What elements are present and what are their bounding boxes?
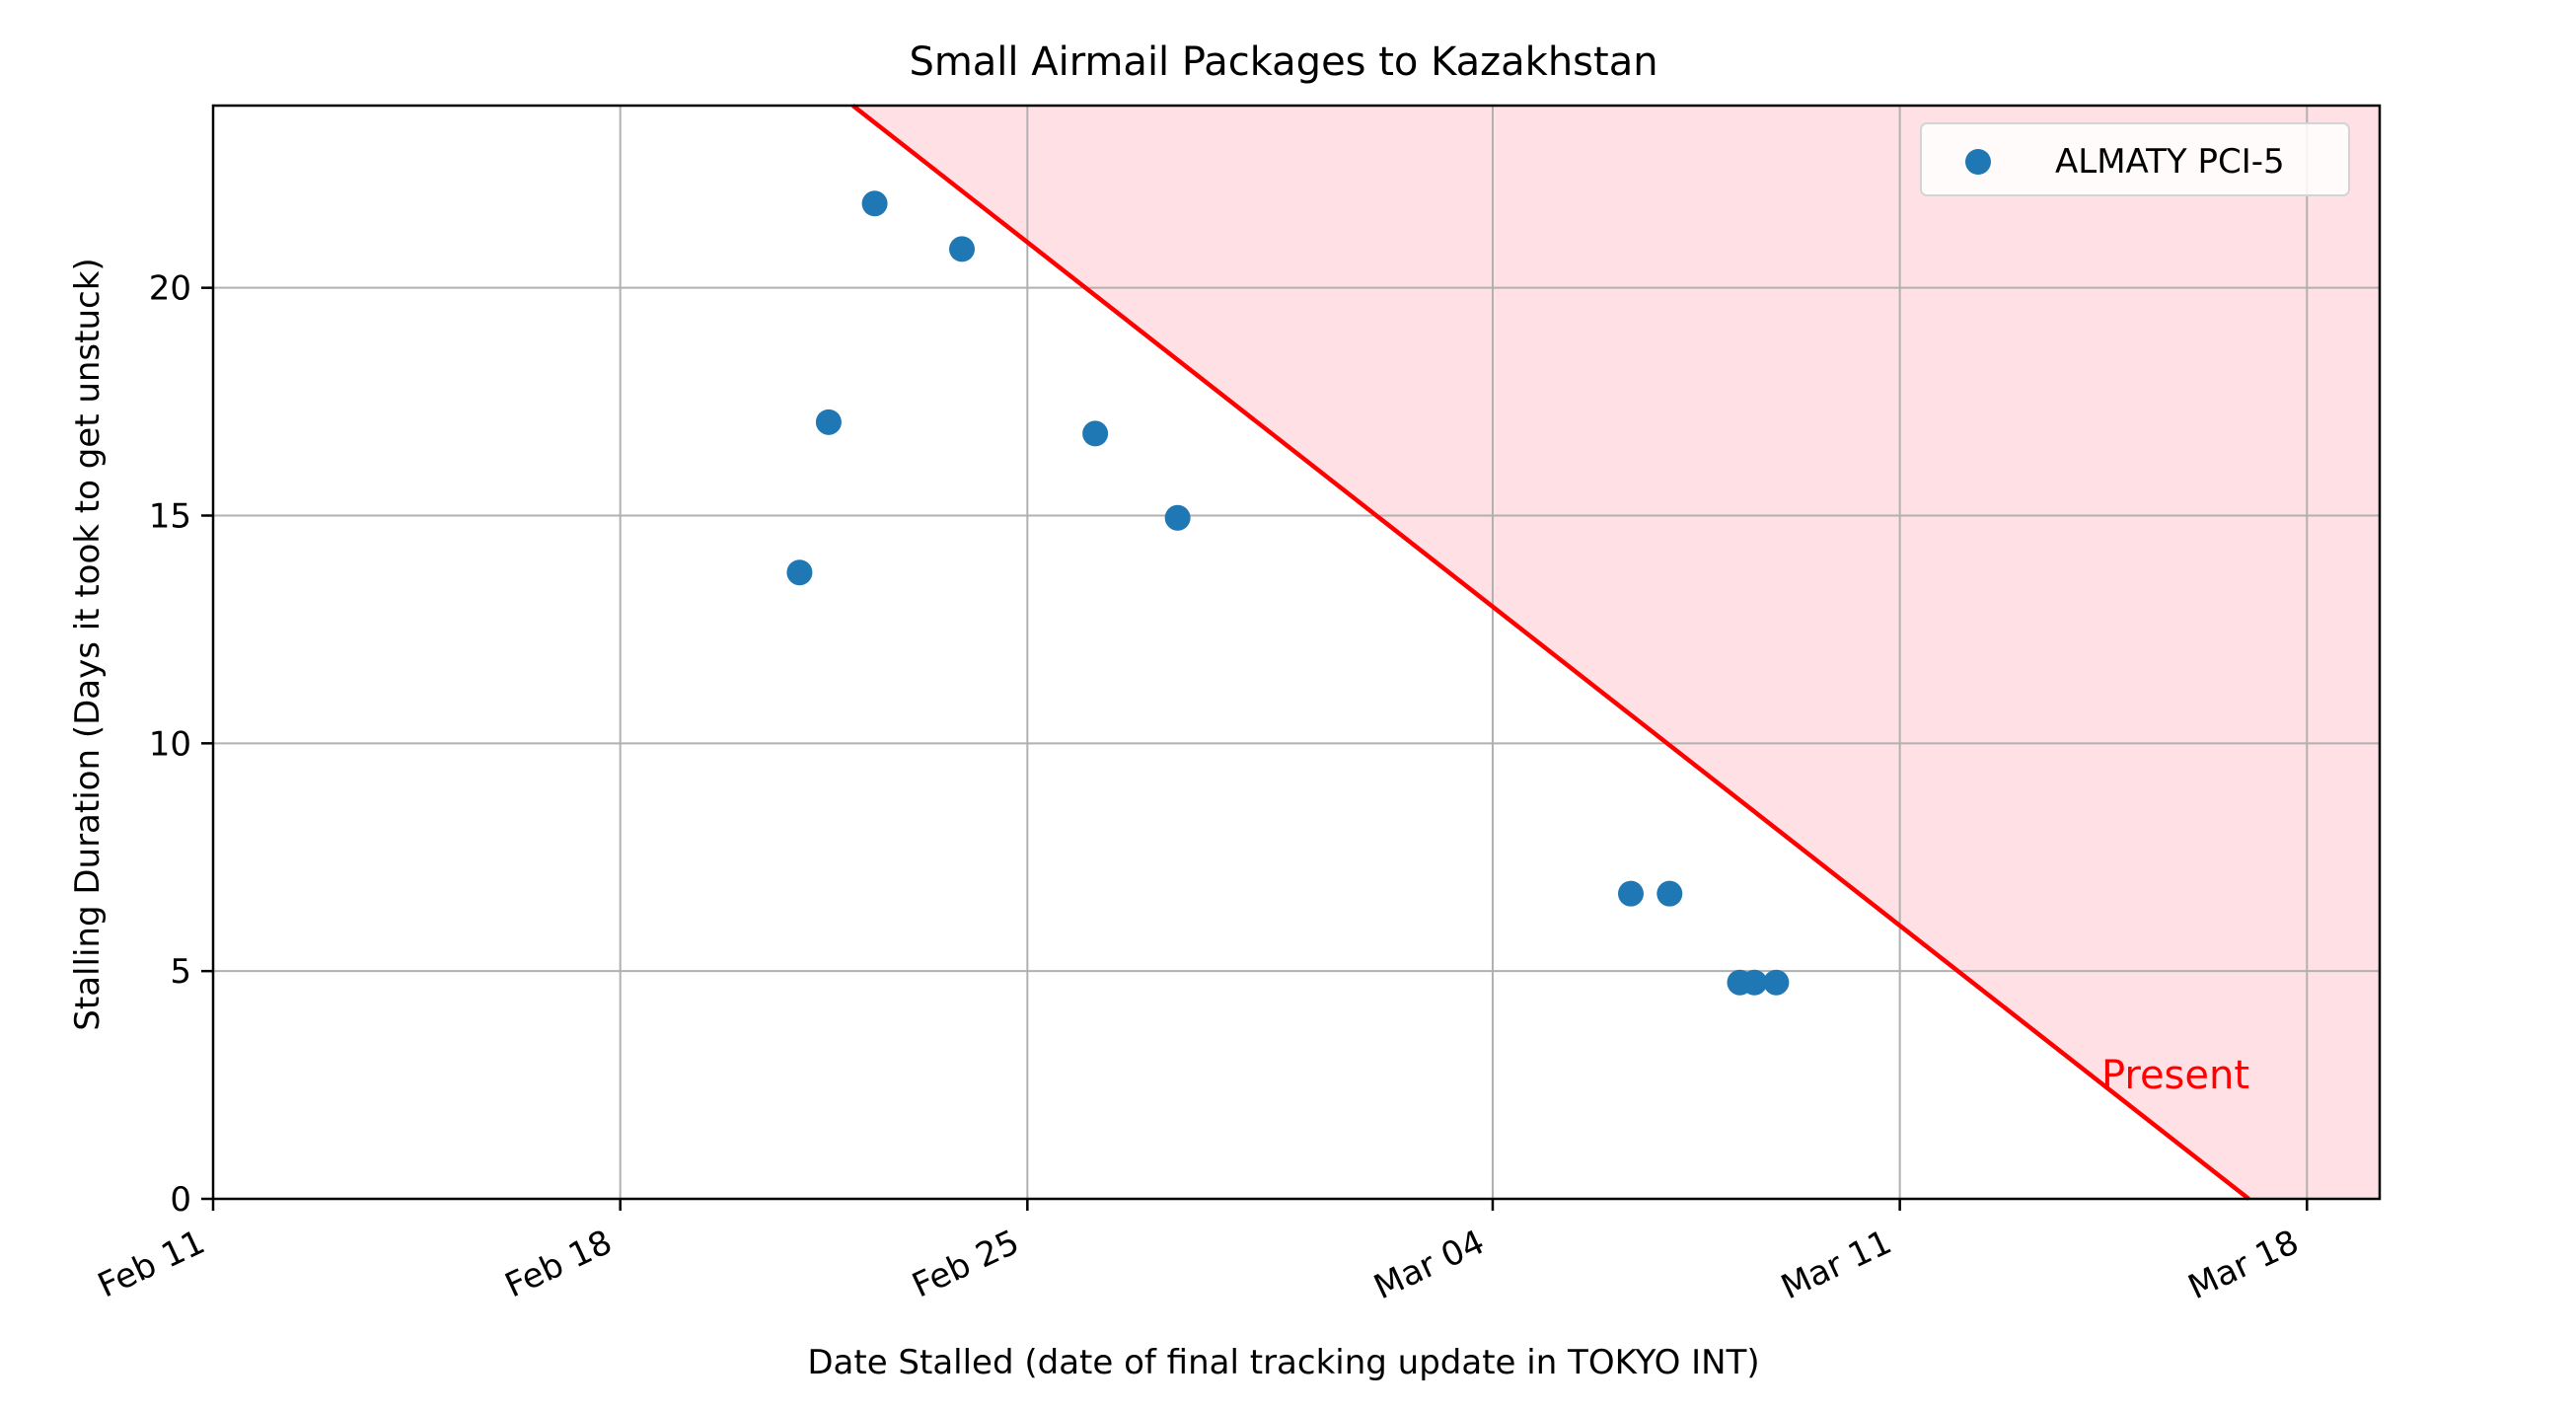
data-point — [1741, 969, 1768, 996]
data-point — [1656, 880, 1683, 907]
future-region-fill — [852, 106, 2381, 1199]
data-point — [1082, 420, 1109, 447]
x-tick-label: Mar 11 — [1775, 1223, 1897, 1307]
present-line — [851, 104, 2250, 1201]
x-tick-label: Mar 04 — [1368, 1223, 1491, 1307]
legend-marker — [1965, 149, 1991, 175]
data-point — [1617, 880, 1644, 907]
x-tick-label: Feb 25 — [907, 1223, 1025, 1306]
chart-title: Small Airmail Packages to Kazakhstan — [909, 39, 1657, 85]
x-tick-label: Mar 18 — [2182, 1223, 2305, 1307]
data-point — [1164, 504, 1191, 531]
plot-frame — [211, 104, 2382, 1201]
present-label: Present — [2101, 1053, 2249, 1098]
data-point — [1763, 969, 1790, 996]
legend-box — [1920, 122, 2350, 196]
data-points-layer — [786, 190, 1790, 996]
x-tick-label: Feb 11 — [92, 1223, 210, 1306]
x-tick-label: Feb 18 — [499, 1223, 618, 1306]
data-point — [786, 559, 813, 586]
future-region-layer — [852, 106, 2381, 1199]
legend-label: ALMATY PCI-5 — [2055, 142, 2285, 182]
y-tick-label: 20 — [149, 269, 191, 309]
present-line-layer — [851, 104, 2250, 1201]
y-axis-label: Stalling Duration (Days it took to get u… — [68, 258, 108, 1030]
data-point — [815, 408, 842, 435]
y-tick-label: 0 — [170, 1180, 191, 1220]
y-tick-label: 10 — [149, 724, 191, 764]
y-tick-label: 5 — [170, 952, 191, 992]
data-point — [949, 236, 976, 262]
y-tick-label: 15 — [149, 497, 191, 537]
x-axis-label: Date Stalled (date of final tracking upd… — [807, 1343, 1759, 1382]
data-point — [861, 190, 888, 217]
legend: ALMATY PCI-5 — [1920, 122, 2350, 196]
